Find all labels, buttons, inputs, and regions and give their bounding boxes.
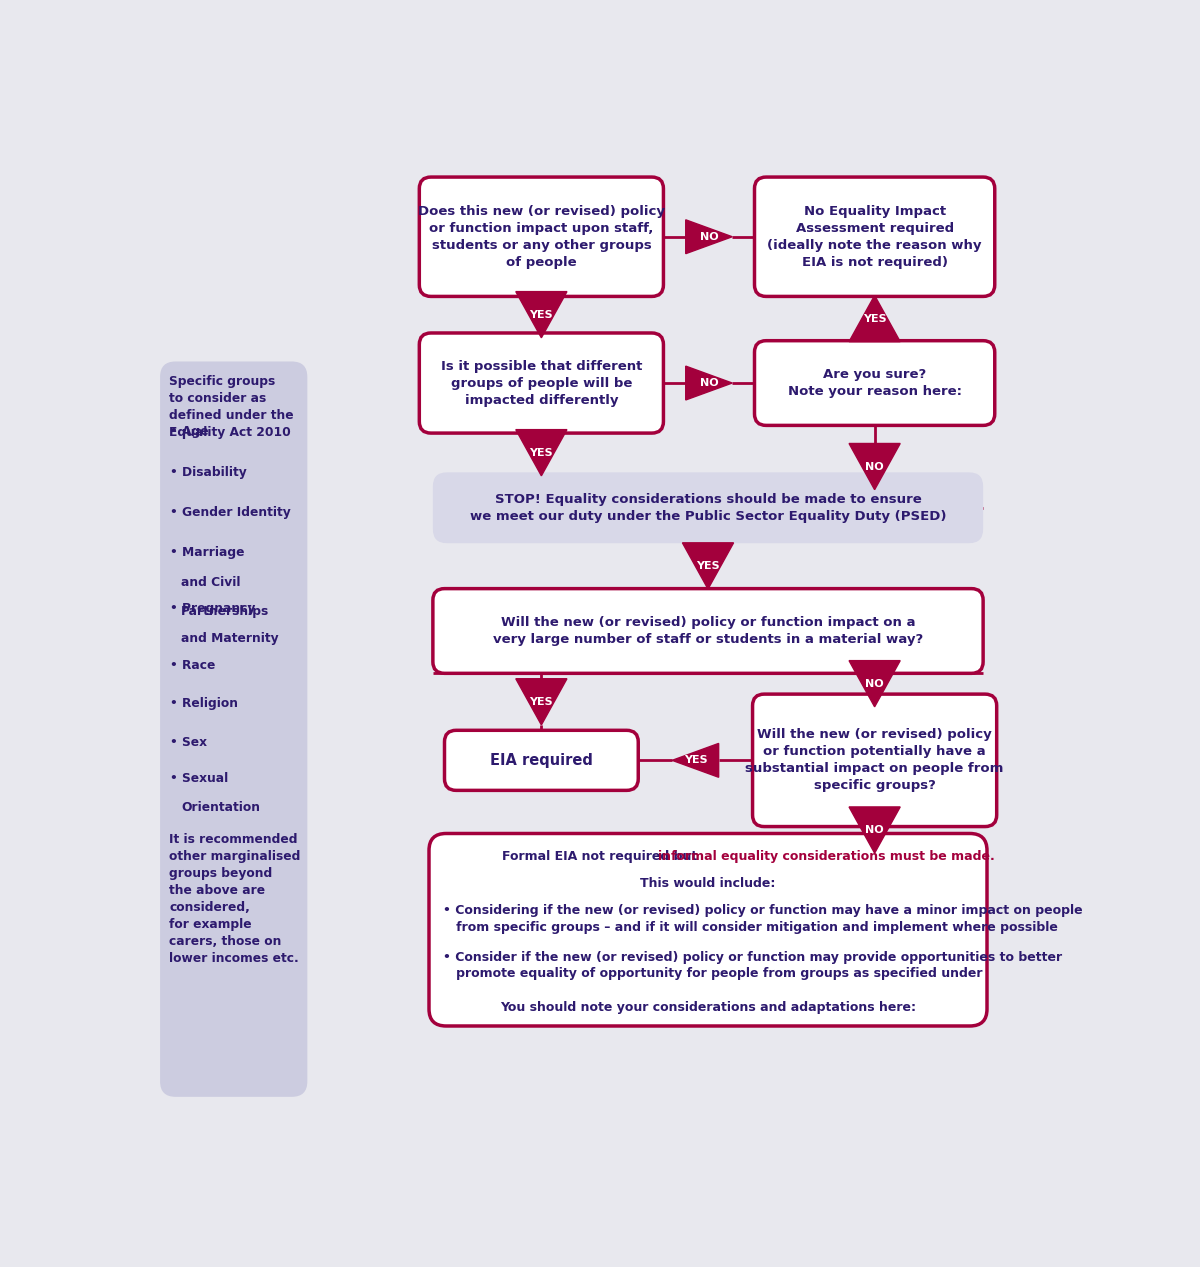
FancyBboxPatch shape <box>160 361 307 1097</box>
Text: YES: YES <box>863 313 887 323</box>
Text: • Age: • Age <box>170 426 209 438</box>
Text: and Maternity: and Maternity <box>181 632 278 645</box>
Text: Does this new (or revised) policy
or function impact upon staff,
students or any: Does this new (or revised) policy or fun… <box>418 205 665 269</box>
Text: No Equality Impact
Assessment required
(ideally note the reason why
EIA is not r: No Equality Impact Assessment required (… <box>767 205 982 269</box>
Text: YES: YES <box>529 697 553 707</box>
Polygon shape <box>850 807 900 853</box>
Text: YES: YES <box>529 447 553 457</box>
Text: • Consider if the new (or revised) policy or function may provide opportunities : • Consider if the new (or revised) polic… <box>443 950 1062 981</box>
FancyBboxPatch shape <box>755 177 995 296</box>
FancyBboxPatch shape <box>444 730 638 791</box>
Text: • Race: • Race <box>170 659 216 672</box>
Text: • Disability: • Disability <box>170 466 247 479</box>
Text: Will the new (or revised) policy
or function potentially have a
substantial impa: Will the new (or revised) policy or func… <box>745 729 1004 792</box>
Polygon shape <box>683 542 733 589</box>
Text: informal equality considerations must be made.: informal equality considerations must be… <box>658 850 995 863</box>
Text: NO: NO <box>700 378 719 388</box>
Text: and Civil: and Civil <box>181 575 240 589</box>
Polygon shape <box>850 295 900 342</box>
Text: This would include:: This would include: <box>641 877 775 891</box>
Polygon shape <box>516 291 566 338</box>
FancyBboxPatch shape <box>433 473 983 544</box>
Text: STOP! Equality considerations should be made to ensure
we meet our duty under th: STOP! Equality considerations should be … <box>469 493 947 523</box>
Text: Will the new (or revised) policy or function impact on a
very large number of st: Will the new (or revised) policy or func… <box>493 616 923 646</box>
Text: It is recommended
other marginalised
groups beyond
the above are
considered,
for: It is recommended other marginalised gro… <box>169 834 301 965</box>
Text: NO: NO <box>700 232 719 242</box>
Text: Are you sure?
Note your reason here:: Are you sure? Note your reason here: <box>787 367 961 398</box>
Text: NO: NO <box>865 679 884 689</box>
Text: You should note your considerations and adaptations here:: You should note your considerations and … <box>500 1001 916 1014</box>
Text: • Gender Identity: • Gender Identity <box>170 507 290 519</box>
Text: • Sex: • Sex <box>170 736 208 749</box>
Text: Formal EIA not required but: Formal EIA not required but <box>502 850 701 863</box>
Polygon shape <box>516 430 566 476</box>
Text: EIA required: EIA required <box>490 753 593 768</box>
Text: Is it possible that different
groups of people will be
impacted differently: Is it possible that different groups of … <box>440 360 642 407</box>
Polygon shape <box>685 366 732 400</box>
Text: • Marriage: • Marriage <box>170 546 245 559</box>
Text: Partnerships: Partnerships <box>181 604 269 618</box>
Polygon shape <box>685 219 732 253</box>
Text: NO: NO <box>865 461 884 471</box>
Text: • Religion: • Religion <box>170 697 238 711</box>
Polygon shape <box>516 679 566 725</box>
Text: YES: YES <box>529 309 553 319</box>
Text: YES: YES <box>696 561 720 571</box>
FancyBboxPatch shape <box>433 589 983 673</box>
FancyBboxPatch shape <box>419 177 664 296</box>
FancyBboxPatch shape <box>419 333 664 433</box>
Text: • Considering if the new (or revised) policy or function may have a minor impact: • Considering if the new (or revised) po… <box>443 905 1082 934</box>
Text: Specific groups
to consider as
defined under the
Equality Act 2010: Specific groups to consider as defined u… <box>169 375 294 440</box>
Text: • Sexual: • Sexual <box>170 772 228 784</box>
Text: NO: NO <box>865 825 884 835</box>
FancyBboxPatch shape <box>430 834 986 1026</box>
FancyBboxPatch shape <box>752 694 997 826</box>
Text: • Pregnancy: • Pregnancy <box>170 603 256 616</box>
Polygon shape <box>850 660 900 707</box>
Text: Orientation: Orientation <box>181 801 260 815</box>
Polygon shape <box>850 443 900 489</box>
FancyBboxPatch shape <box>755 341 995 426</box>
Text: YES: YES <box>684 755 707 765</box>
Polygon shape <box>672 744 719 777</box>
